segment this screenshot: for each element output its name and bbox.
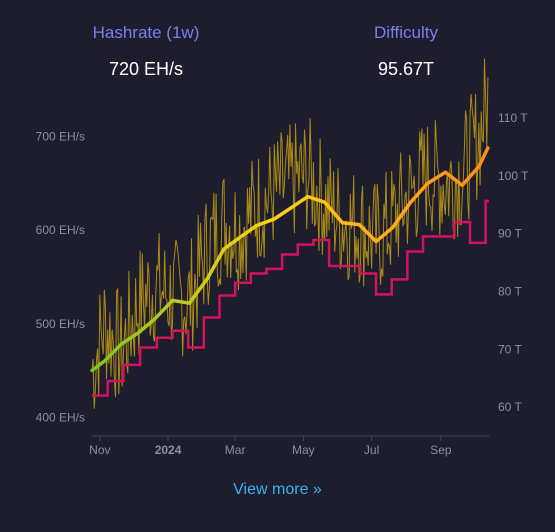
view-more-link[interactable]: View more » xyxy=(233,481,322,498)
x-tick-label: May xyxy=(292,443,315,457)
y-left-tick-label: 400 EH/s xyxy=(36,410,85,424)
x-tick-label: 2024 xyxy=(155,443,182,457)
y-right-tick-label: 60 T xyxy=(498,400,522,414)
x-tick-label: Nov xyxy=(89,443,110,457)
hashrate-average-line xyxy=(90,146,490,373)
y-right-tick-label: 80 T xyxy=(498,284,522,298)
y-right-tick-label: 90 T xyxy=(498,227,522,241)
y-axis-left: 400 EH/s 500 EH/s 600 EH/s 700 EH/s xyxy=(36,130,85,425)
hashrate-label: Hashrate (1w) xyxy=(92,23,200,42)
x-tick-label: Sep xyxy=(430,443,452,457)
y-right-tick-label: 100 T xyxy=(498,169,529,183)
x-axis: Nov 2024 Mar May Jul Sep xyxy=(89,435,489,457)
difficulty-step-line xyxy=(92,199,489,397)
y-left-tick-label: 600 EH/s xyxy=(36,223,85,237)
x-tick-label: Jul xyxy=(364,443,379,457)
y-right-tick-label: 110 T xyxy=(498,111,528,125)
difficulty-value: 95.67T xyxy=(377,59,435,79)
difficulty-stat: Difficulty 95.67T xyxy=(336,22,476,81)
series-layer xyxy=(90,58,490,409)
hashrate-stat: Hashrate (1w) 720 EH/s xyxy=(76,22,216,81)
y-left-tick-label: 700 EH/s xyxy=(36,130,85,144)
daily-hashrate-line xyxy=(91,58,489,409)
x-tick-label: Mar xyxy=(225,443,246,457)
difficulty-label: Difficulty xyxy=(374,23,438,42)
y-axis-right: 60 T 70 T 80 T 90 T 100 T 110 T xyxy=(498,111,529,414)
y-left-tick-label: 500 EH/s xyxy=(36,317,85,331)
y-right-tick-label: 70 T xyxy=(498,342,522,356)
hashrate-value: 720 EH/s xyxy=(108,59,184,79)
